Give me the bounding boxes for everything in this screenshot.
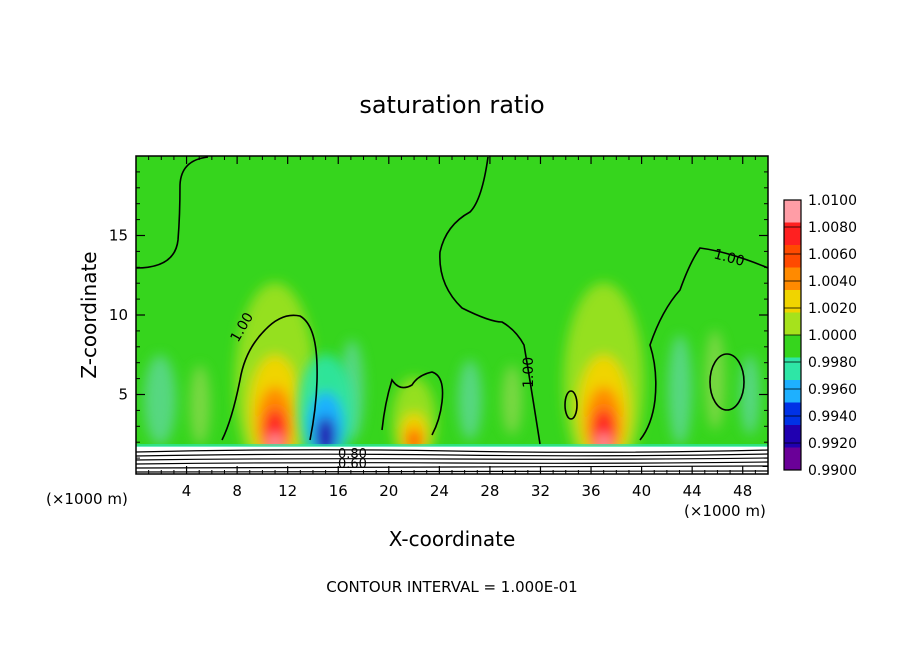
plume — [563, 282, 644, 474]
y-tick-label: 10 — [109, 306, 128, 324]
x-tick-label: 16 — [329, 482, 348, 500]
x-tick-label: 40 — [632, 482, 651, 500]
x-tick-label: 32 — [531, 482, 550, 500]
colorbar-swatch — [784, 425, 801, 448]
x-tick-label: 20 — [379, 482, 398, 500]
colorbar-label: 0.9980 — [808, 355, 857, 371]
colorbar-label: 1.0080 — [808, 220, 857, 236]
x-unit-right: (×1000 m) — [684, 502, 766, 520]
colorbar-swatch — [784, 312, 801, 336]
y-tick-label: 15 — [109, 227, 128, 245]
colorbar-label: 1.0040 — [808, 274, 857, 290]
contour-label: 0.60 — [338, 457, 367, 472]
colorbar-swatch — [784, 222, 801, 246]
plot-area — [136, 156, 768, 474]
x-tick-label: 4 — [182, 482, 192, 500]
y-tick-label: 5 — [118, 386, 128, 404]
contour-lines — [136, 156, 768, 445]
colorbar-swatch — [784, 357, 801, 381]
colorbar-label: 1.0100 — [808, 193, 857, 209]
x-axis: 4 8 12 16 20 24 28 32 36 40 44 48 — [148, 156, 756, 500]
x-tick-label: 36 — [581, 482, 600, 500]
colorbar-label: 1.0060 — [808, 247, 857, 263]
x-axis-label: X-coordinate — [389, 527, 516, 551]
x-tick-label: 24 — [430, 482, 449, 500]
x-tick-label: 28 — [480, 482, 499, 500]
colorbar-swatch — [784, 447, 801, 471]
contour-upper-left — [136, 156, 209, 269]
x-unit-left: (×1000 m) — [46, 490, 128, 508]
contour-label: 1.00 — [521, 357, 537, 388]
colorbar-swatch — [784, 245, 801, 268]
colorbar-swatch — [784, 402, 801, 426]
chart-title: saturation ratio — [359, 91, 544, 119]
colorbar-swatch — [784, 290, 801, 313]
colorbar-label: 0.9960 — [808, 382, 857, 398]
y-axis-label: Z-coordinate — [77, 251, 101, 378]
surface-banding — [144, 330, 760, 445]
y-axis: 5 10 15 — [109, 171, 768, 459]
contour-tiny-cell — [564, 390, 578, 420]
surface-contours — [136, 449, 768, 473]
x-tick-label: 48 — [733, 482, 752, 500]
colorbar-swatch — [784, 380, 801, 403]
contour-upper-right — [439, 156, 541, 445]
colorbar-label: 0.9900 — [808, 463, 857, 479]
colorbar-label: 0.9940 — [808, 409, 857, 425]
contour-middle — [381, 371, 444, 436]
colorbar-label: 1.0020 — [808, 301, 857, 317]
colorbar-swatch — [784, 267, 801, 291]
colorbar-swatch — [784, 335, 801, 358]
contour-label: 1.00 — [712, 246, 746, 270]
colorbar-label: 0.9920 — [808, 436, 857, 452]
x-tick-label: 12 — [278, 482, 297, 500]
colorbar-label: 1.0000 — [808, 328, 857, 344]
colorbar-swatch — [784, 200, 801, 223]
contour-left-dome — [221, 314, 318, 441]
x-tick-label: 8 — [232, 482, 242, 500]
contour-interval-note: CONTOUR INTERVAL = 1.000E-01 — [326, 578, 577, 596]
colorbar: 1.0100 1.0080 1.0060 1.0040 1.0020 1.0000 0.99… — [783, 193, 857, 479]
x-tick-label: 44 — [683, 482, 702, 500]
contour-label: 0.80 — [338, 447, 367, 462]
contour-right-dome — [639, 247, 768, 441]
surface-cyan-edge — [136, 444, 768, 447]
contour-small-cell — [709, 353, 745, 411]
